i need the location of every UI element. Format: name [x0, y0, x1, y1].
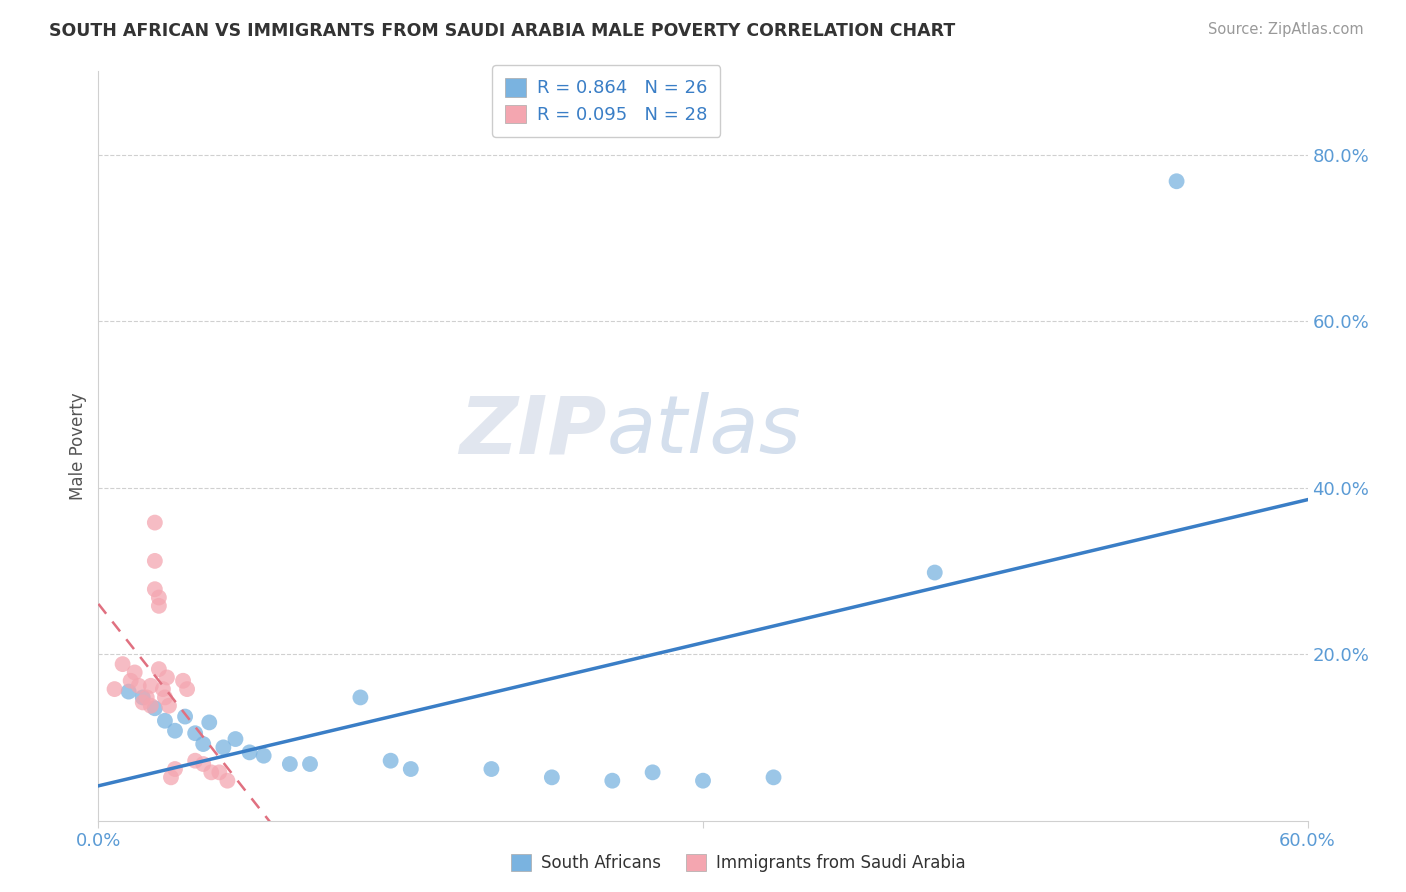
Point: [143, 582, 166, 597]
Point: [239, 745, 262, 759]
Point: [143, 554, 166, 568]
Point: [299, 757, 322, 772]
Text: ZIP: ZIP: [458, 392, 606, 470]
Text: SOUTH AFRICAN VS IMMIGRANTS FROM SAUDI ARABIA MALE POVERTY CORRELATION CHART: SOUTH AFRICAN VS IMMIGRANTS FROM SAUDI A…: [49, 22, 956, 40]
Point: [253, 748, 276, 763]
Point: [224, 732, 246, 747]
Point: [540, 770, 562, 784]
Point: [208, 765, 231, 780]
Point: [198, 715, 221, 730]
Point: [692, 773, 714, 788]
Point: [399, 762, 422, 776]
Point: [193, 757, 215, 772]
Point: [176, 682, 198, 697]
Point: [762, 770, 785, 784]
Point: [156, 670, 179, 684]
Point: [481, 762, 503, 776]
Point: [139, 679, 162, 693]
Point: [200, 765, 222, 780]
Point: [132, 695, 155, 709]
Point: [163, 723, 186, 738]
Point: [124, 665, 146, 680]
Point: [148, 599, 170, 613]
Point: [139, 698, 162, 713]
Point: [148, 591, 170, 605]
Point: [924, 566, 946, 580]
Point: [174, 709, 197, 723]
Point: [111, 657, 134, 672]
Point: [193, 737, 215, 751]
Point: [120, 673, 142, 688]
Point: [602, 773, 624, 788]
Point: [160, 770, 183, 784]
Point: [184, 754, 207, 768]
Point: [148, 662, 170, 676]
Y-axis label: Male Poverty: Male Poverty: [69, 392, 87, 500]
Point: [132, 690, 155, 705]
Point: [143, 516, 166, 530]
Point: [143, 701, 166, 715]
Point: [172, 673, 194, 688]
Text: atlas: atlas: [606, 392, 801, 470]
Point: [157, 698, 180, 713]
Point: [153, 690, 176, 705]
Point: [278, 757, 301, 772]
Point: [118, 684, 141, 698]
Point: [153, 714, 176, 728]
Point: [217, 773, 239, 788]
Legend: South Africans, Immigrants from Saudi Arabia: South Africans, Immigrants from Saudi Ar…: [505, 847, 972, 879]
Point: [212, 740, 235, 755]
Text: Source: ZipAtlas.com: Source: ZipAtlas.com: [1208, 22, 1364, 37]
Point: [184, 726, 207, 740]
Point: [380, 754, 402, 768]
Point: [103, 682, 125, 697]
Point: [163, 762, 186, 776]
Legend: R = 0.864   N = 26, R = 0.095   N = 28: R = 0.864 N = 26, R = 0.095 N = 28: [492, 65, 720, 136]
Point: [1166, 174, 1188, 188]
Point: [641, 765, 664, 780]
Point: [349, 690, 371, 705]
Point: [128, 679, 150, 693]
Point: [152, 682, 174, 697]
Point: [135, 690, 157, 705]
